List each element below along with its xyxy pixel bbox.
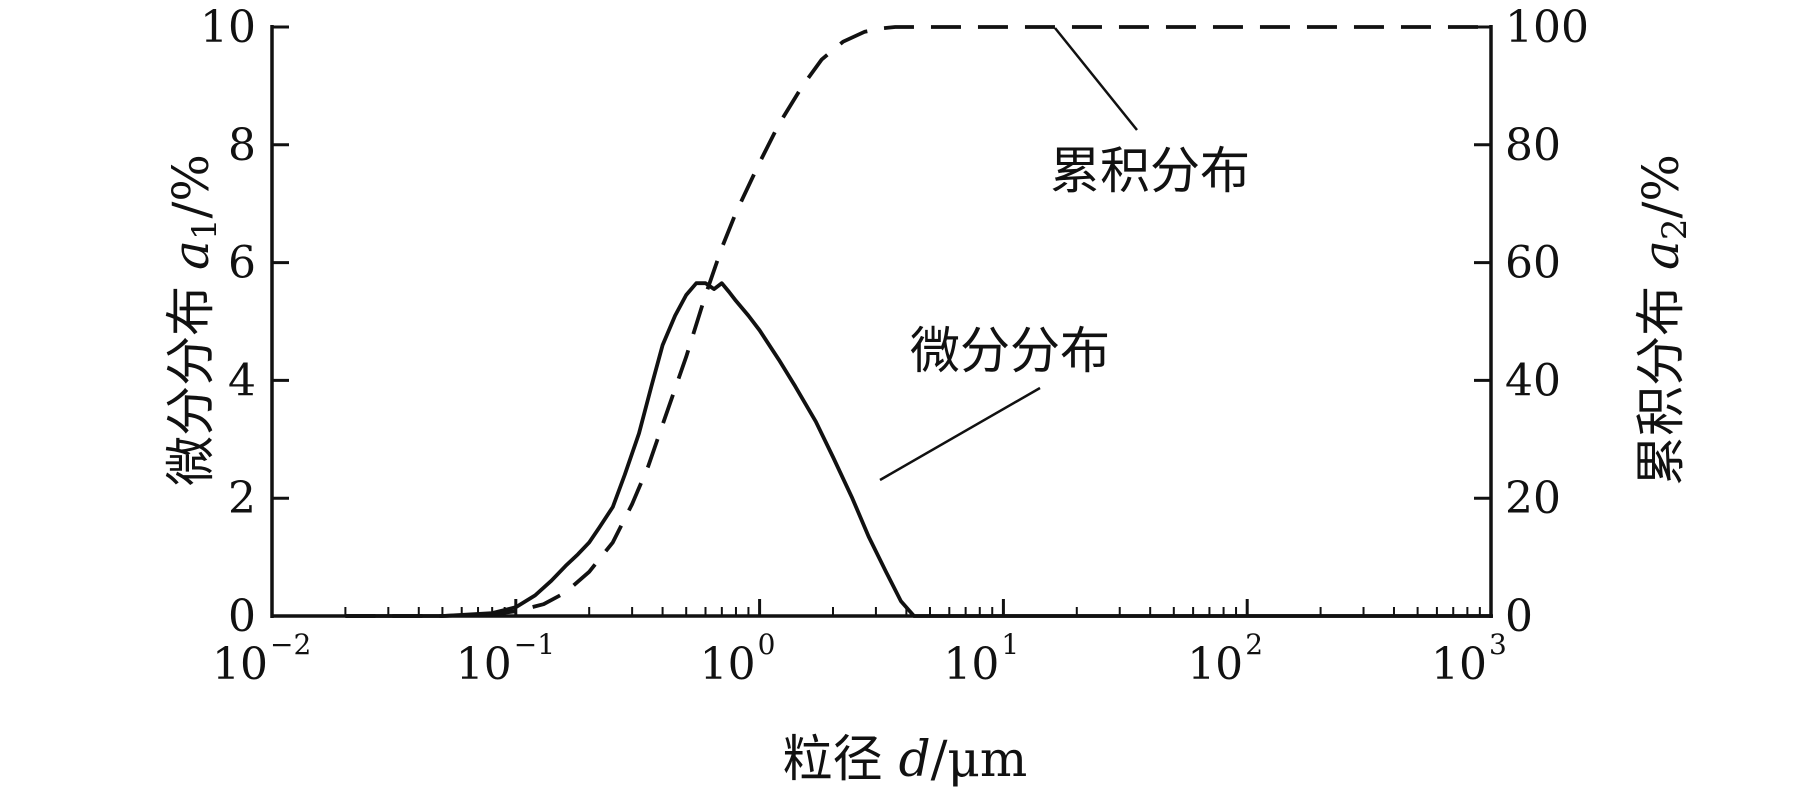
x-tick-label-1: 10 (456, 639, 512, 690)
right-y-tick-label-0: 0 (1505, 591, 1533, 642)
left-y-axis-title: 微分分布 a1/% (162, 154, 225, 486)
x-tick-exponent-5: 3 (1489, 628, 1507, 661)
right-y-axis-title: 累积分布 a2/% (1632, 154, 1695, 486)
left-y-tick-label-2: 4 (228, 355, 256, 406)
tick-marks (270, 25, 1493, 618)
cumulative-annotation: 累积分布 (1050, 142, 1250, 200)
x-tick-label-2: 10 (700, 639, 756, 690)
x-tick-exponent-1: −1 (514, 628, 555, 661)
x-tick-exponent-4: 2 (1245, 628, 1263, 661)
left-y-tick-label-0: 0 (228, 591, 256, 642)
left-y-tick-label-5: 10 (200, 2, 256, 53)
x-tick-label-4: 10 (1187, 639, 1243, 690)
cumulative-leader-line (1054, 27, 1138, 131)
series-line-1 (345, 25, 1491, 618)
x-tick-exponent-0: −2 (270, 628, 311, 661)
x-tick-label-3: 10 (943, 639, 999, 690)
left-y-tick-label-3: 6 (228, 238, 256, 289)
differential-leader-line (879, 386, 1041, 482)
right-y-tick-label-1: 20 (1505, 473, 1561, 524)
right-y-tick-label-5: 100 (1505, 2, 1589, 53)
left-y-tick-label-1: 2 (228, 473, 256, 524)
x-tick-exponent-3: 1 (1001, 628, 1019, 661)
x-tick-label-5: 10 (1431, 639, 1487, 690)
series-layer (345, 25, 1491, 618)
x-tick-exponent-2: 0 (758, 628, 776, 661)
right-y-tick-label-2: 40 (1505, 355, 1561, 406)
x-axis-title: 粒径 d/μm (783, 730, 1028, 788)
left-y-tick-label-4: 8 (228, 120, 256, 171)
differential-annotation: 微分分布 (910, 322, 1110, 380)
right-y-tick-label-3: 60 (1505, 238, 1561, 289)
x-tick-label-0: 10 (212, 639, 268, 690)
axes (270, 25, 1493, 618)
right-y-tick-label-4: 80 (1505, 120, 1561, 171)
